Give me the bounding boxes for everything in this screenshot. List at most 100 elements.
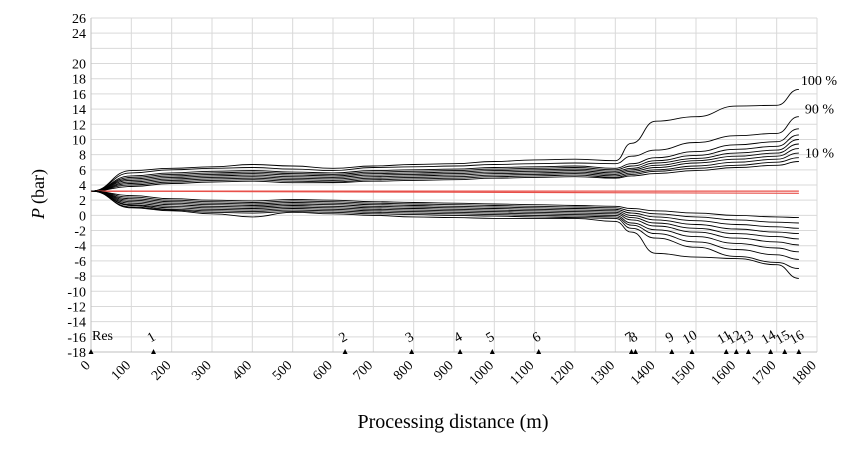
series-line xyxy=(90,190,799,260)
y-tick-label: -2 xyxy=(74,225,86,240)
annotations: 100 % 90 % 10 % xyxy=(801,74,838,162)
station-label: 11 xyxy=(715,328,734,348)
station-label: 3 xyxy=(403,330,417,346)
station-marker xyxy=(768,349,774,354)
grid xyxy=(90,17,818,353)
y-tick-label: 12 xyxy=(72,118,86,133)
station-marker xyxy=(723,349,729,354)
station-label: 15 xyxy=(773,328,793,348)
station-marker xyxy=(796,349,802,354)
station-marker xyxy=(88,349,94,354)
station-marker xyxy=(409,349,415,354)
x-tick-label: 1800 xyxy=(789,358,819,388)
station-label: 12 xyxy=(725,328,745,348)
x-tick-label: 1400 xyxy=(628,358,658,388)
y-tick-label: 18 xyxy=(72,73,86,88)
y-axis-label-unit: (bar) xyxy=(28,169,49,204)
station-label: 2 xyxy=(337,330,351,346)
y-axis-label-symbol: P xyxy=(28,208,48,220)
y-tick-label: 24 xyxy=(72,27,86,42)
station-label: 16 xyxy=(787,328,807,348)
x-tick-label: 1300 xyxy=(588,358,618,388)
series-line xyxy=(90,190,799,235)
station-label: 14 xyxy=(759,328,779,348)
x-tick-label: 0 xyxy=(78,358,94,374)
station-label: 13 xyxy=(737,328,757,348)
x-tick-label: 700 xyxy=(351,358,376,383)
x-tick-label: 1700 xyxy=(749,358,779,388)
y-tick-label: 26 xyxy=(72,12,86,27)
series-line xyxy=(90,143,799,192)
series-lines xyxy=(90,88,799,279)
x-tick-label: 800 xyxy=(391,358,416,383)
y-tick-label: 20 xyxy=(72,58,86,73)
series-line xyxy=(90,190,799,229)
x-tick-label: 1600 xyxy=(709,358,739,388)
series-line xyxy=(90,190,799,253)
station-marker xyxy=(689,349,695,354)
y-tick-label: 14 xyxy=(72,103,86,118)
station-label: 1 xyxy=(145,330,159,346)
y-tick-labels: -18-16-14-12-10-8-6-4-202468101214161820… xyxy=(67,12,86,361)
station-marker xyxy=(733,349,739,354)
x-tick-label: 600 xyxy=(310,358,335,383)
x-tick-label: 1000 xyxy=(467,358,497,388)
x-axis-label: Processing distance (m) xyxy=(357,411,548,433)
y-axis-label: P (bar) xyxy=(28,169,49,220)
series-line xyxy=(90,190,799,194)
series-line xyxy=(90,190,799,269)
y-tick-label: 16 xyxy=(72,88,86,103)
station-marker xyxy=(342,349,348,354)
y-tick-label: -14 xyxy=(67,316,86,331)
station-marker xyxy=(633,349,638,354)
series-line xyxy=(90,190,799,224)
station-label: 6 xyxy=(530,330,544,346)
y-tick-label: -6 xyxy=(74,255,86,270)
series-line xyxy=(90,152,799,192)
series-line xyxy=(90,134,799,192)
y-tick-label: 0 xyxy=(79,209,86,224)
series-line xyxy=(90,190,799,279)
station-label: 5 xyxy=(484,330,498,346)
x-tick-label: 200 xyxy=(149,358,174,383)
y-tick-label: 8 xyxy=(79,149,86,164)
y-tick-label: -12 xyxy=(67,300,86,315)
curve-annotation: 90 % xyxy=(805,103,835,118)
station-marker xyxy=(457,349,463,354)
series-line xyxy=(90,116,799,192)
y-tick-label: 6 xyxy=(79,164,86,179)
station-marker xyxy=(151,349,157,354)
x-tick-labels: 0 100 200 300 400 500 600 700 800 900 1000 1100 1200… xyxy=(78,358,820,388)
y-tick-label: -10 xyxy=(67,285,86,300)
station-marker xyxy=(536,349,542,354)
station-label: 9 xyxy=(663,330,677,346)
x-tick-label: 900 xyxy=(431,358,456,383)
series-line xyxy=(90,190,799,219)
curve-annotation: 100 % xyxy=(801,74,838,89)
y-tick-label: -4 xyxy=(74,240,86,255)
x-tick-label: 100 xyxy=(109,358,134,383)
y-tick-label: 4 xyxy=(79,179,86,194)
y-tick-label: -16 xyxy=(67,331,86,346)
axes xyxy=(90,18,817,353)
station-marker xyxy=(489,349,495,354)
station-marker xyxy=(745,349,751,354)
y-tick-label: -8 xyxy=(74,270,86,285)
x-tick-label: 1200 xyxy=(547,358,577,388)
x-tick-label: 500 xyxy=(270,358,295,383)
station-label: Res xyxy=(92,329,113,344)
y-tick-label: 10 xyxy=(72,133,86,148)
x-tick-label: 1500 xyxy=(668,358,698,388)
x-tick-label: 300 xyxy=(189,358,214,383)
station-marker xyxy=(669,349,675,354)
series-line xyxy=(90,88,799,192)
series-line xyxy=(90,148,799,192)
y-tick-label: 2 xyxy=(79,194,86,209)
station-label: 10 xyxy=(680,328,700,348)
y-tick-label: -18 xyxy=(67,346,86,361)
x-tick-label: 400 xyxy=(230,358,255,383)
series-line xyxy=(90,139,799,192)
series-line xyxy=(90,157,799,192)
